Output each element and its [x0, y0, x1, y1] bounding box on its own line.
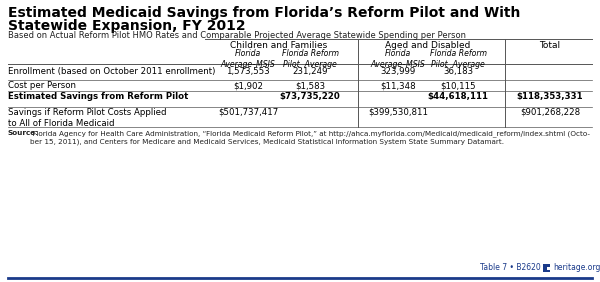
Text: Table 7 • B2620: Table 7 • B2620: [480, 263, 541, 272]
Bar: [543, 264, 550, 272]
Text: Source:: Source:: [8, 130, 39, 136]
Text: Florida
Average–MSIS: Florida Average–MSIS: [221, 49, 275, 69]
Text: Children and Families: Children and Families: [230, 41, 328, 50]
Text: $10,115: $10,115: [440, 81, 476, 90]
Text: Statewide Expansion, FY 2012: Statewide Expansion, FY 2012: [8, 19, 245, 33]
Text: $118,353,331: $118,353,331: [517, 92, 583, 101]
Text: 1,573,553: 1,573,553: [226, 67, 270, 76]
Text: Aged and Disabled: Aged and Disabled: [385, 41, 470, 50]
Text: Estimated Savings from Reform Pilot: Estimated Savings from Reform Pilot: [8, 92, 188, 101]
Text: $1,583: $1,583: [295, 81, 325, 90]
Bar: [547, 267, 550, 270]
Text: $501,737,417: $501,737,417: [218, 108, 278, 117]
Text: Total: Total: [539, 41, 560, 50]
Text: Florida Reform
Pilot  Average: Florida Reform Pilot Average: [281, 49, 338, 69]
Text: $399,530,811: $399,530,811: [368, 108, 428, 117]
Text: Florida
Average–MSIS: Florida Average–MSIS: [371, 49, 425, 69]
Text: Estimated Medicaid Savings from Florida’s Reform Pilot and With: Estimated Medicaid Savings from Florida’…: [8, 6, 520, 20]
Text: $1,902: $1,902: [233, 81, 263, 90]
Text: $901,268,228: $901,268,228: [520, 108, 580, 117]
Text: Based on Actual Reform Pilot HMO Rates and Comparable Projected Average Statewid: Based on Actual Reform Pilot HMO Rates a…: [8, 31, 466, 40]
Text: Cost per Person: Cost per Person: [8, 81, 76, 90]
Text: 36,183: 36,183: [443, 67, 473, 76]
Text: $11,348: $11,348: [380, 81, 416, 90]
Text: $73,735,220: $73,735,220: [280, 92, 340, 101]
Text: Florida Agency for Health Care Administration, “Florida Medicaid Reform Pilot,” : Florida Agency for Health Care Administr…: [30, 130, 590, 145]
Text: 231,249: 231,249: [292, 67, 328, 76]
Text: heritage.org: heritage.org: [553, 263, 600, 272]
Text: Savings if Reform Pilot Costs Applied
to All of Florida Medicaid: Savings if Reform Pilot Costs Applied to…: [8, 108, 167, 128]
Text: Florida Reform
Pilot  Average: Florida Reform Pilot Average: [430, 49, 487, 69]
Text: $44,618,111: $44,618,111: [427, 92, 488, 101]
Text: 323,999: 323,999: [380, 67, 416, 76]
Text: Enrollment (based on October 2011 enrollment): Enrollment (based on October 2011 enroll…: [8, 67, 215, 76]
